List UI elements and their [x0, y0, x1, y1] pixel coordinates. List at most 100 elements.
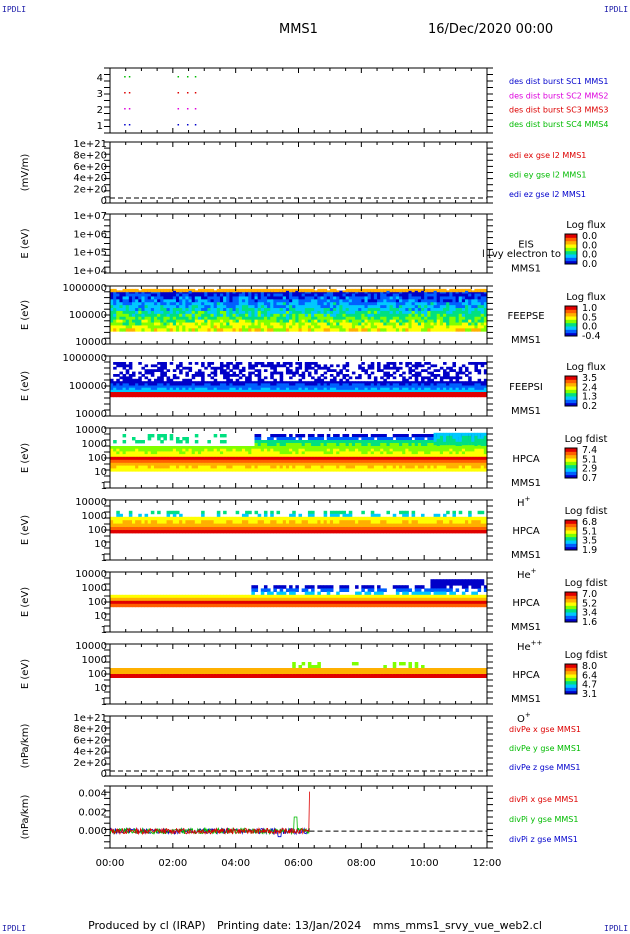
feepse-cell — [399, 310, 403, 315]
feepsi-cell — [298, 387, 303, 391]
feepsi-cell — [248, 383, 252, 386]
feepse-cell — [116, 310, 120, 315]
hpca_h-cell — [392, 465, 397, 469]
feepsi-cell — [267, 389, 271, 393]
feepse-cell — [304, 310, 309, 315]
feepse-cell — [125, 288, 130, 291]
feepse-cell — [131, 310, 136, 315]
feepse-cell — [480, 296, 485, 300]
feepse-cell — [113, 299, 117, 303]
feepse-cell — [179, 325, 183, 329]
feepse-cell — [436, 290, 441, 294]
feepse-cell — [483, 305, 488, 309]
feepse-cell — [267, 319, 271, 323]
feepsi-cell — [399, 392, 403, 395]
hpca_h-cell — [411, 459, 416, 464]
hpca_h-cell — [263, 443, 268, 447]
feepse-cell — [380, 310, 384, 315]
feepse-cell — [380, 290, 384, 294]
hpca_h-cell — [402, 456, 406, 461]
feepse-cell — [351, 313, 356, 318]
feepse-cell — [351, 296, 356, 300]
feepsi-cell — [329, 364, 334, 368]
feepse-cell — [267, 322, 271, 326]
corner-label-bottom-left: IPDLI — [2, 924, 27, 933]
feepse-cell — [320, 316, 325, 321]
hpca_h-cell — [128, 448, 133, 452]
hpca_h-cell — [141, 448, 145, 452]
feepsi-cell — [128, 394, 133, 398]
hpca_h-cell — [175, 462, 180, 466]
feepse-cell — [279, 310, 284, 315]
feepse-cell — [182, 299, 186, 303]
hpca_h-cell — [276, 451, 281, 455]
feepse-cell — [326, 296, 331, 300]
feepsi-cell — [210, 371, 215, 375]
feepsi-cell — [169, 389, 174, 393]
feepse-cell — [185, 313, 189, 318]
feepsi-cell — [389, 394, 394, 398]
feepsi-cell — [276, 364, 281, 368]
feepse-cell — [370, 302, 375, 306]
hpca_h-cell — [166, 451, 171, 455]
feepsi-cell — [223, 389, 227, 393]
feepsi-cell — [260, 362, 265, 365]
feepsi-cell — [213, 383, 218, 386]
feepsi-cell — [150, 369, 155, 372]
feepse-cell — [257, 302, 262, 306]
feepse-cell — [411, 290, 416, 294]
feepsi-cell — [427, 392, 431, 395]
feepsi-cell — [238, 392, 243, 395]
feepse-cell — [333, 316, 337, 321]
feepse-cell — [238, 290, 243, 293]
feepse-cell — [455, 296, 460, 300]
feepse-cell — [292, 296, 296, 300]
feepse-cell — [395, 293, 400, 297]
feepsi-colorbar-tick: 0.2 — [582, 401, 597, 412]
feepsi-cell — [433, 389, 438, 393]
feepse-cell — [474, 302, 478, 306]
feepsi-cell — [339, 385, 343, 389]
feepse-cell — [405, 316, 409, 321]
hpca_h-cell — [138, 448, 142, 452]
feepse-cell — [153, 322, 158, 326]
feepse-cell — [188, 319, 193, 323]
feepse-cell — [169, 325, 174, 329]
feepsi-cell — [311, 376, 315, 380]
feepsi-cell — [285, 392, 290, 395]
hpca_h-cell — [361, 437, 365, 441]
feepsi-cell — [172, 374, 177, 377]
hpca_h-cell — [153, 456, 158, 461]
feepse-cell — [182, 290, 186, 294]
feepsi-cell — [289, 389, 293, 393]
feepsi-cell — [150, 389, 155, 393]
feepse-cell — [468, 290, 472, 294]
feepse-cell — [333, 290, 337, 294]
feepse-cell — [399, 322, 403, 326]
feepsi-cell — [474, 387, 478, 391]
feepse-cell — [295, 310, 299, 315]
feepse-cell — [333, 313, 337, 318]
feepse-cell — [358, 322, 362, 326]
feepsi-cell — [116, 385, 120, 389]
feepse-cell — [295, 299, 299, 303]
feepsi-cell — [317, 394, 321, 398]
hpca_h-cell — [292, 456, 296, 461]
feepsi-cell — [483, 394, 488, 398]
feepsi-cell — [263, 389, 268, 393]
feepsi-cell — [226, 381, 230, 384]
feepse-cell — [399, 296, 403, 300]
feepsi-cell — [364, 371, 369, 375]
feepsi-cell — [248, 371, 252, 375]
feepsi-cell — [386, 383, 391, 386]
feepse-cell — [251, 293, 255, 297]
hpca_h-cell — [436, 456, 441, 461]
hpca_h-cell — [241, 462, 246, 466]
feepsi-cell — [339, 394, 343, 398]
burst-burst-mark — [128, 124, 131, 126]
feepsi-cell — [175, 364, 180, 368]
feepse-cell — [238, 296, 243, 300]
hpca_h-cell — [163, 459, 167, 464]
hpca_h-cell — [333, 446, 337, 450]
feepsi-cell — [402, 371, 406, 375]
